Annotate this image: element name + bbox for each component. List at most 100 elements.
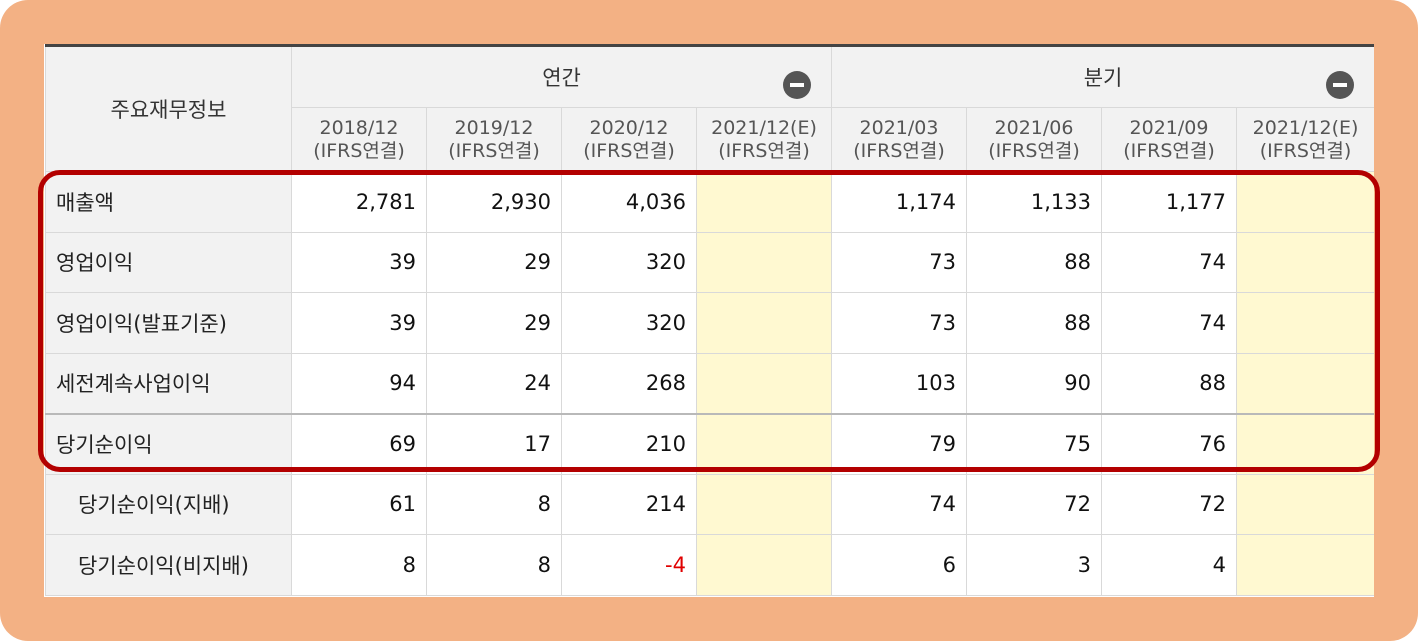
row-label: 당기순이익(비지배)	[45, 534, 292, 596]
period-date: 2021/06	[994, 116, 1074, 139]
period-basis: (IFRS연결)	[988, 139, 1080, 162]
value-cell: 72	[1101, 473, 1238, 535]
value-cell: 2,781	[291, 171, 427, 233]
value-cell: -4	[561, 534, 697, 596]
period-basis: (IFRS연결)	[583, 139, 675, 162]
period-date: 2021/03	[859, 116, 939, 139]
value-cell: 1,133	[966, 171, 1103, 233]
table-row: 당기순이익 69 17 210 79 75 76	[45, 412, 1374, 475]
period-basis: (IFRS연결)	[1123, 139, 1215, 162]
value-cell	[1236, 534, 1374, 596]
value-cell: 39	[291, 231, 427, 293]
table-row: 세전계속사업이익 94 24 268 103 90 88	[45, 352, 1374, 414]
value-cell	[695, 473, 833, 535]
value-cell	[1236, 171, 1374, 233]
value-cell: 90	[966, 352, 1103, 414]
value-cell: 69	[291, 412, 427, 475]
period-header: 2021/03 (IFRS연결)	[831, 107, 968, 172]
annual-collapse-minus-icon[interactable]	[783, 71, 812, 99]
quarterly-collapse-minus-icon[interactable]	[1326, 71, 1355, 99]
value-cell: 103	[831, 352, 968, 414]
period-date: 2019/12	[454, 116, 534, 139]
period-header: 2020/12 (IFRS연결)	[561, 107, 697, 172]
quarterly-header: 분기	[831, 44, 1374, 108]
value-cell: 24	[426, 352, 562, 414]
value-cell	[1236, 292, 1374, 354]
period-basis: (IFRS연결)	[448, 139, 540, 162]
period-date: 2018/12	[319, 116, 399, 139]
value-cell	[1236, 352, 1374, 414]
annual-header: 연간	[290, 44, 833, 108]
value-cell	[695, 352, 833, 414]
row-label: 당기순이익(지배)	[45, 473, 292, 535]
value-cell: 73	[831, 292, 968, 354]
value-cell	[1236, 412, 1374, 475]
value-cell: 2,930	[426, 171, 562, 233]
value-cell: 39	[291, 292, 427, 354]
value-cell: 3	[966, 534, 1103, 596]
period-date: 2021/12(E)	[711, 116, 817, 139]
table-title: 주요재무정보	[45, 44, 292, 172]
period-date: 2021/12(E)	[1252, 116, 1359, 139]
table-row: 당기순이익(비지배) 8 8 -4 6 3 4	[45, 534, 1374, 596]
value-cell: 320	[561, 292, 697, 354]
table-row: 영업이익(발표기준) 39 29 320 73 88 74	[45, 292, 1374, 354]
value-cell: 74	[1101, 231, 1238, 293]
value-cell: 4,036	[561, 171, 697, 233]
table-row: 당기순이익(지배) 61 8 214 74 72 72	[45, 473, 1374, 535]
value-cell: 79	[831, 412, 968, 475]
table-row: 매출액 2,781 2,930 4,036 1,174 1,133 1,177	[45, 171, 1374, 233]
value-cell	[695, 231, 833, 293]
value-cell: 8	[426, 473, 562, 535]
value-cell	[1236, 473, 1374, 535]
row-label: 영업이익(발표기준)	[45, 292, 292, 354]
period-basis: (IFRS연결)	[1259, 139, 1352, 162]
value-cell: 210	[561, 412, 697, 475]
row-label: 매출액	[45, 171, 292, 233]
value-cell	[695, 171, 833, 233]
row-label: 영업이익	[45, 231, 292, 293]
period-header: 2021/12(E) (IFRS연결)	[1236, 107, 1374, 172]
row-label: 당기순이익	[45, 412, 292, 475]
period-basis: (IFRS연결)	[313, 139, 405, 162]
period-header: 2018/12 (IFRS연결)	[291, 107, 427, 172]
value-cell	[695, 292, 833, 354]
period-date: 2021/09	[1129, 116, 1209, 139]
period-header: 2021/12(E) (IFRS연결)	[695, 107, 833, 172]
value-cell: 268	[561, 352, 697, 414]
period-header: 2019/12 (IFRS연결)	[426, 107, 562, 172]
value-cell	[695, 412, 833, 475]
value-cell: 75	[966, 412, 1103, 475]
value-cell: 88	[1101, 352, 1238, 414]
value-cell: 29	[426, 292, 562, 354]
value-cell: 73	[831, 231, 968, 293]
financial-summary-table: 주요재무정보 연간 분기 2018/12 (IFRS연결) 2019/12 (IFRS…	[45, 44, 1374, 596]
row-label: 세전계속사업이익	[45, 352, 292, 414]
value-cell: 76	[1101, 412, 1238, 475]
quarterly-label: 분기	[1083, 66, 1123, 90]
value-cell: 8	[426, 534, 562, 596]
period-header: 2021/09 (IFRS연결)	[1101, 107, 1238, 172]
value-cell: 74	[831, 473, 968, 535]
period-basis: (IFRS연결)	[718, 139, 810, 162]
value-cell: 1,174	[831, 171, 968, 233]
value-cell	[1236, 231, 1374, 293]
table-row: 영업이익 39 29 320 73 88 74	[45, 231, 1374, 293]
period-header: 2021/06 (IFRS연결)	[966, 107, 1103, 172]
value-cell: 8	[291, 534, 427, 596]
value-cell: 6	[831, 534, 968, 596]
value-cell: 17	[426, 412, 562, 475]
annual-label: 연간	[542, 66, 581, 90]
value-cell: 320	[561, 231, 697, 293]
period-date: 2020/12	[589, 116, 669, 139]
value-cell: 4	[1101, 534, 1238, 596]
value-cell	[695, 534, 833, 596]
value-cell: 88	[966, 231, 1103, 293]
value-cell: 214	[561, 473, 697, 535]
financial-summary-panel: 주요재무정보 연간 분기 2018/12 (IFRS연결) 2019/12 (IFRS…	[44, 44, 1374, 597]
period-basis: (IFRS연결)	[853, 139, 945, 162]
value-cell: 29	[426, 231, 562, 293]
value-cell: 74	[1101, 292, 1238, 354]
value-cell: 88	[966, 292, 1103, 354]
